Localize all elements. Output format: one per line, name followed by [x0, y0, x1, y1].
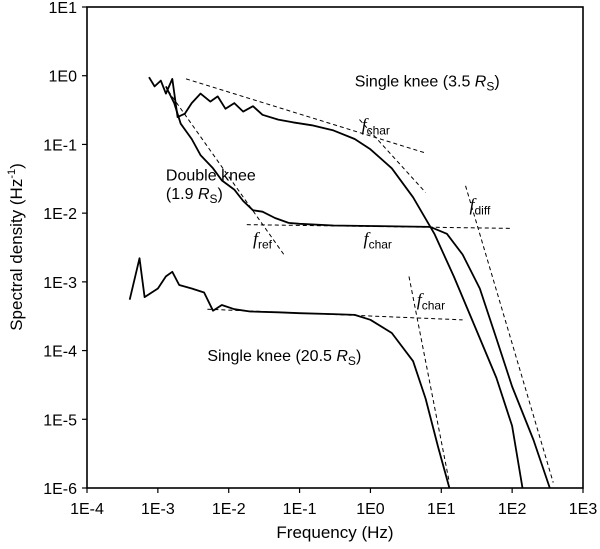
plot-axes: 1E-4 1E-3 1E-2 1E-1 1E0 1E1 1E2 1E3 1E1 1E0 1E-1 1E… [43, 0, 597, 518]
annotation-label: fref [253, 228, 273, 251]
series-line [165, 85, 551, 489]
annotation-label: Single knee (3.5 RS) [355, 73, 500, 93]
x-tick-label: 1E1 [427, 501, 456, 518]
data-series [128, 76, 551, 489]
annotation-label: Single knee (20.5 RS) [207, 348, 361, 368]
y-tick-label: 1E-4 [43, 344, 77, 361]
y-tick-label: 1E-1 [43, 137, 77, 154]
y-tick-label: 1E0 [49, 69, 78, 86]
x-tick-label: 1E-3 [141, 501, 175, 518]
y-tick-label: 1E1 [49, 0, 78, 17]
fit-line [167, 90, 285, 255]
annotation-label: fchar [364, 228, 392, 251]
series-line [128, 257, 451, 489]
x-tick-label: 1E0 [356, 501, 385, 518]
y-tick-label: 1E-3 [43, 275, 77, 292]
y-tick-label: 1E-2 [43, 206, 77, 223]
fit-lines [167, 78, 554, 483]
annotation-label: fchar [362, 114, 390, 137]
fit-line [408, 276, 450, 483]
annotation-label: Double knee [166, 167, 256, 184]
x-tick-label: 1E-1 [283, 501, 317, 518]
annotation-label: (1.9 RS) [166, 186, 223, 206]
annotations: Single knee (3.5 RS) fchar Double knee (1.9… [166, 73, 500, 368]
annotation-label: fchar [417, 290, 445, 313]
x-axis-label: Frequency (Hz) [276, 523, 393, 542]
fit-line [246, 224, 513, 229]
x-tick-label: 1E2 [498, 501, 527, 518]
y-tick-label: 1E-5 [43, 412, 77, 429]
y-tick-label: 1E-6 [43, 481, 77, 498]
annotation-label: fdiff [469, 194, 490, 217]
x-tick-label: 1E-2 [212, 501, 246, 518]
plot-frame [86, 6, 584, 489]
fit-line [359, 119, 426, 193]
y-axis-label: Spectral density (Hz-1) [6, 163, 26, 331]
x-tick-label: 1E3 [569, 501, 598, 518]
x-tick-label: 1E-4 [70, 501, 104, 518]
series-line [148, 76, 524, 489]
fit-line [465, 185, 554, 483]
